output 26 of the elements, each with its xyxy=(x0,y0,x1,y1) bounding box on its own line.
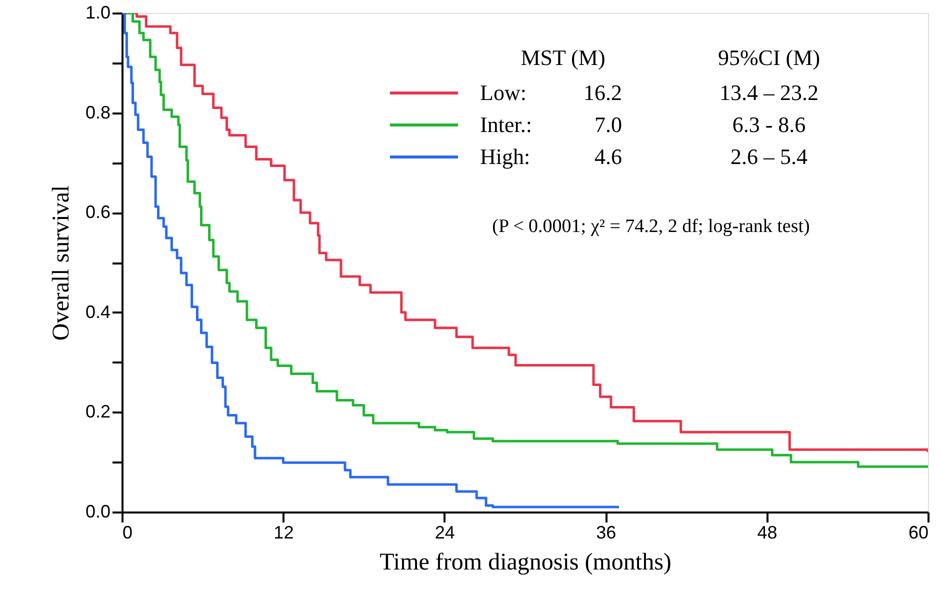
x-tick-label: 60 xyxy=(908,522,928,542)
legend-label: Inter.: xyxy=(480,112,532,137)
annotation: 13.4 – 23.2 xyxy=(720,80,818,105)
annotation: MST (M) xyxy=(520,45,606,70)
annotation: 2.6 – 5.4 xyxy=(730,144,808,169)
x-tick-label: 12 xyxy=(274,522,294,542)
y-tick-label: 0.8 xyxy=(85,102,110,122)
x-tick-label: 48 xyxy=(757,522,778,542)
y-tick-label: 1.0 xyxy=(85,2,110,22)
annotation: 6.3 - 8.6 xyxy=(732,112,806,137)
x-tick-label: 0 xyxy=(122,522,133,542)
y-tick-label: 0.4 xyxy=(85,302,110,322)
annotation: 95%CI (M) xyxy=(718,45,820,70)
annotation: (P < 0.0001; χ² = 74.2, 2 df; log-rank test) xyxy=(492,216,810,237)
x-axis-title: Time from diagnosis (months) xyxy=(380,550,672,576)
legend-label: Low: xyxy=(480,80,526,105)
x-tick-label: 24 xyxy=(434,522,455,542)
y-tick-label: 0.2 xyxy=(85,402,110,422)
y-tick-label: 0.0 xyxy=(85,502,110,522)
y-axis-title: Overall survival xyxy=(48,185,74,341)
annotation: 4.6 xyxy=(594,144,622,169)
annotation: 7.0 xyxy=(594,112,622,137)
x-tick-label: 36 xyxy=(596,522,616,542)
y-tick-label: 0.6 xyxy=(85,202,110,222)
legend-label: High: xyxy=(480,144,530,169)
annotation: 16.2 xyxy=(584,80,622,105)
